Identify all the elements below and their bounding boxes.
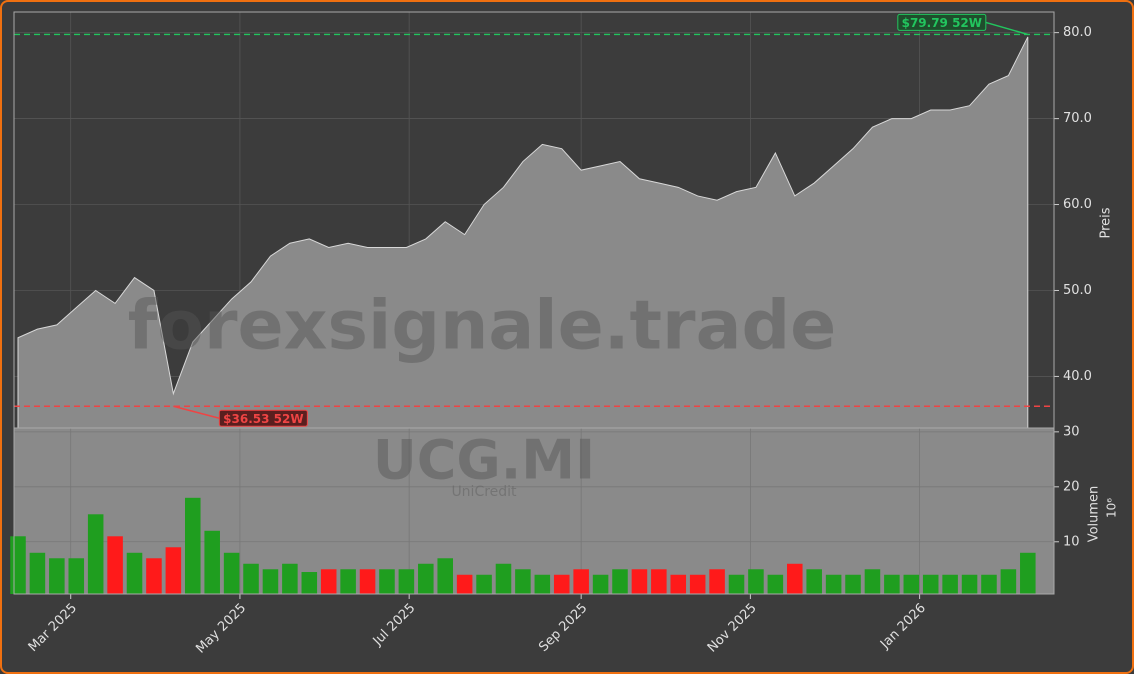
volume-bar [806, 569, 822, 594]
volume-bar [825, 574, 842, 594]
volume-bar [864, 569, 881, 594]
volume-bar [29, 552, 46, 594]
volume-bar [10, 536, 26, 594]
volume-bar [223, 552, 240, 594]
company-watermark: UniCredit [451, 484, 517, 500]
volume-bar [495, 563, 512, 594]
volume-bar [243, 563, 259, 594]
volume-bar [456, 574, 473, 594]
y2-tick-label: 10 [1063, 534, 1080, 549]
volume-bar [49, 558, 65, 594]
volume-bar [884, 574, 900, 594]
volume-bar [165, 547, 182, 594]
volume-bar [107, 536, 123, 594]
volume-bar [204, 530, 220, 594]
volume-bar [670, 574, 687, 594]
y-tick-label: 70.0 [1063, 111, 1092, 126]
x-tick-label: Jul 2025 [370, 601, 419, 650]
x-tick-label: Nov 2025 [705, 601, 760, 656]
y2-scale-label: 10⁶ [1105, 498, 1119, 518]
x-tick-label: Mar 2025 [26, 601, 80, 655]
plot-border [13, 11, 1055, 595]
volume-bar [185, 497, 201, 594]
low-arrow [173, 405, 220, 419]
volume-bar [379, 569, 395, 594]
volume-bar [301, 572, 318, 594]
volume-bar [1020, 552, 1036, 594]
volume-bar [320, 569, 337, 594]
volume-bar [709, 569, 725, 594]
y-tick-label: 60.0 [1063, 197, 1092, 212]
x-tick-label: Jan 2026 [877, 601, 929, 653]
volume-bar [592, 574, 609, 594]
low-label: $36.53 52W [223, 412, 303, 426]
volume-bar [689, 574, 706, 594]
volume-bar [359, 569, 376, 594]
volume-bar [922, 574, 939, 594]
y-tick-label: 50.0 [1063, 283, 1092, 298]
volume-bar [1000, 569, 1017, 594]
volume-bar [748, 569, 764, 594]
volume-bar [437, 558, 453, 594]
y2-axis-label: Volumen [1087, 486, 1102, 543]
high-label: $79.79 52W [902, 16, 982, 30]
volume-bar [515, 569, 531, 594]
volume-bar [903, 574, 920, 594]
y2-tick-label: 30 [1063, 424, 1080, 439]
volume-bar [126, 552, 143, 594]
volume-bar [767, 574, 784, 594]
volume-bar [418, 563, 434, 594]
volume-bar [553, 574, 570, 594]
x-tick-label: Sep 2025 [536, 601, 590, 655]
ticker-watermark: UCG.MI [373, 429, 595, 492]
y-tick-label: 80.0 [1063, 25, 1092, 40]
volume-bar [728, 574, 745, 594]
price-area [17, 36, 1029, 429]
volume-bar [282, 563, 298, 594]
volume-bar [262, 569, 279, 594]
volume-bar [845, 574, 861, 594]
high-arrow [985, 21, 1029, 36]
volume-bar [651, 569, 667, 594]
volume-bar [573, 569, 589, 594]
volume-bar [476, 574, 492, 594]
volume-bar [981, 574, 997, 594]
volume-bar [612, 569, 628, 594]
volume-bar [961, 574, 978, 594]
volume-bar [68, 558, 85, 594]
volume-bar [942, 574, 958, 594]
volume-bar [398, 569, 415, 594]
volume-bar [146, 558, 162, 594]
y-axis-label: Preis [1099, 207, 1114, 238]
volume-bar [87, 514, 104, 594]
y2-tick-label: 20 [1063, 479, 1080, 494]
volume-bar [340, 569, 356, 594]
volume-bar [787, 563, 803, 594]
volume-bar [631, 569, 648, 594]
low-label-box [218, 409, 308, 427]
high-label-box [897, 13, 987, 31]
watermark: forexsignale.trade [128, 287, 837, 366]
volume-bar [534, 574, 551, 594]
x-tick-label: May 2025 [193, 601, 249, 657]
y-tick-label: 40.0 [1063, 369, 1092, 384]
